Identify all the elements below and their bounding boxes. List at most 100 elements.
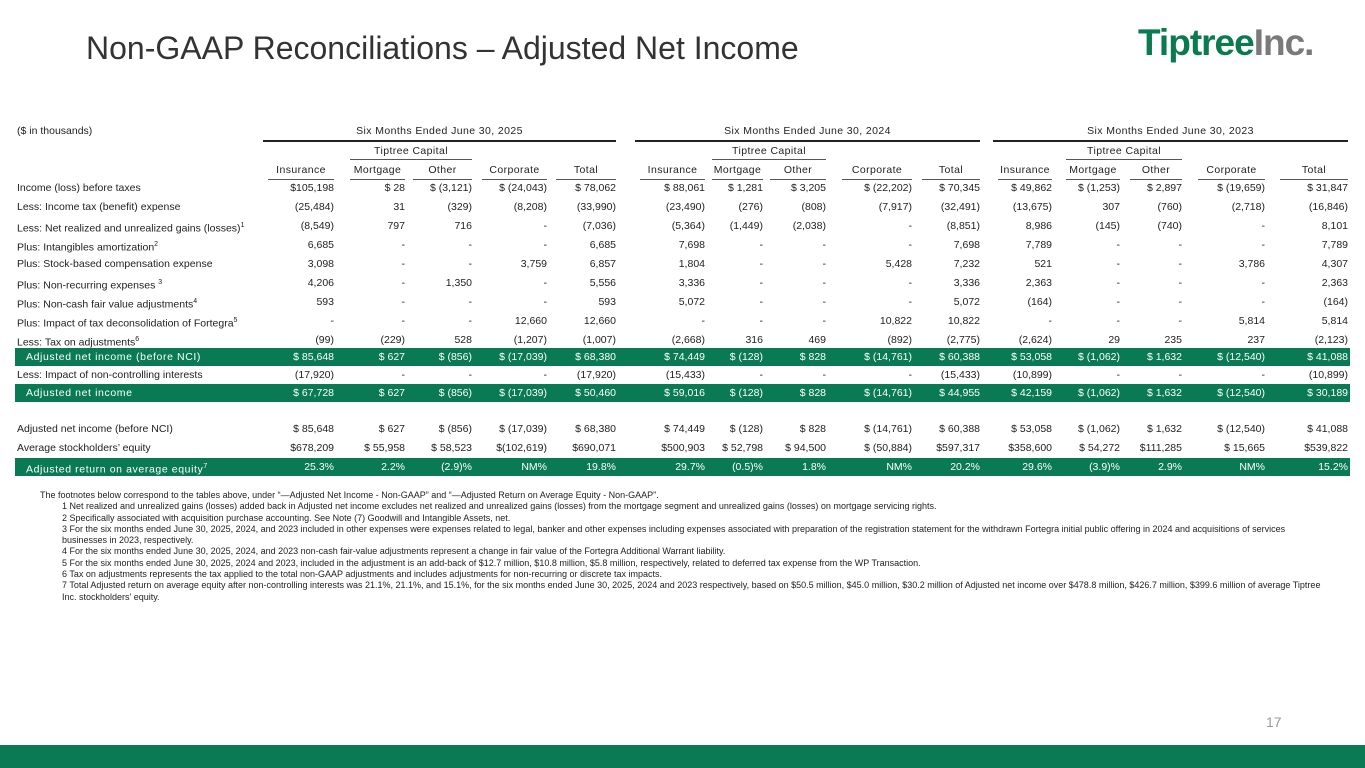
table-cell: $ (856) bbox=[438, 387, 472, 399]
units-label: ($ in thousands) bbox=[17, 125, 93, 137]
table-cell: $ (3,121) bbox=[429, 182, 472, 194]
table-cell: 7,698 bbox=[953, 239, 980, 251]
table-cell: $ 74,449 bbox=[664, 351, 705, 363]
footnote-ref: 5 bbox=[233, 317, 238, 324]
table-cell: $ 41,088 bbox=[1307, 423, 1348, 435]
table-cell: $ 3,205 bbox=[790, 182, 826, 194]
row-label-text: Plus: Non-recurring expenses bbox=[17, 279, 159, 292]
table-cell: 2.2% bbox=[381, 461, 405, 473]
footnote: 6 Tax on adjustments represents the tax … bbox=[62, 569, 662, 580]
table-cell: - bbox=[822, 315, 827, 327]
table-cell: (892) bbox=[887, 334, 912, 346]
footnote-ref: 6 bbox=[135, 336, 140, 343]
table-cell: (8,549) bbox=[300, 220, 334, 232]
table-cell: (329) bbox=[447, 201, 472, 213]
table-cell: 316 bbox=[745, 334, 763, 346]
table-cell: - bbox=[401, 296, 406, 308]
row-label: Less: Income tax (benefit) expense bbox=[17, 198, 180, 216]
table-cell: (2,775) bbox=[946, 334, 980, 346]
table-cell: $ 627 bbox=[378, 351, 405, 363]
table-cell: (1,449) bbox=[729, 220, 763, 232]
table-cell: 593 bbox=[316, 296, 334, 308]
table-cell: $ (1,062) bbox=[1077, 423, 1120, 435]
column-underline bbox=[413, 179, 472, 180]
table-cell: $690,071 bbox=[572, 442, 616, 454]
table-cell: 12,660 bbox=[583, 315, 616, 327]
table-cell: 797 bbox=[387, 220, 405, 232]
table-cell: $ (128) bbox=[729, 351, 763, 363]
table-cell: - bbox=[1116, 239, 1121, 251]
table-cell: $ 627 bbox=[378, 387, 405, 399]
table-cell: $ 828 bbox=[799, 351, 826, 363]
table-cell: - bbox=[543, 296, 548, 308]
table-cell: 8,101 bbox=[1321, 220, 1348, 232]
table-cell: $ 15,665 bbox=[1224, 442, 1265, 454]
column-header: Other bbox=[1141, 164, 1171, 176]
table-cell: - bbox=[1116, 258, 1121, 270]
tiptree-capital-header: Tiptree Capital bbox=[374, 145, 448, 157]
table-cell: (229) bbox=[380, 334, 405, 346]
table-cell: (23,490) bbox=[665, 201, 705, 213]
table-cell: $ 1,632 bbox=[1146, 423, 1182, 435]
table-cell: (1,207) bbox=[513, 334, 547, 346]
tiptree-logo: TiptreeInc. bbox=[1138, 22, 1314, 63]
table-cell: - bbox=[822, 239, 827, 251]
table-cell: 29 bbox=[1108, 334, 1120, 346]
table-cell: 469 bbox=[808, 334, 826, 346]
table-cell: - bbox=[908, 220, 913, 232]
table-cell: - bbox=[1048, 315, 1053, 327]
table-cell: $ (17,039) bbox=[499, 387, 547, 399]
table-cell: - bbox=[1261, 277, 1266, 289]
table-cell: 25.3% bbox=[304, 461, 334, 473]
table-cell: $ 2,897 bbox=[1146, 182, 1182, 194]
table-cell: $ (17,039) bbox=[499, 423, 547, 435]
table-cell: (1,007) bbox=[582, 334, 616, 346]
period-underline bbox=[635, 140, 980, 142]
row-label-text: Less: Impact of non-controlling interest… bbox=[17, 369, 203, 381]
table-cell: $ (14,761) bbox=[864, 387, 912, 399]
row-label-text: Adjusted net income (before NCI) bbox=[17, 423, 173, 435]
table-cell: (2.9)% bbox=[441, 461, 472, 473]
table-cell: $ 53,058 bbox=[1011, 351, 1052, 363]
table-cell: (10,899) bbox=[1308, 369, 1348, 381]
table-cell: $105,198 bbox=[290, 182, 334, 194]
column-underline bbox=[770, 179, 826, 180]
column-underline bbox=[922, 179, 980, 180]
table-cell: $ (12,540) bbox=[1217, 423, 1265, 435]
footnote: 7 Total Adjusted return on average equit… bbox=[62, 580, 1321, 602]
table-cell: NM% bbox=[1239, 461, 1265, 473]
footnote: 1 Net realized and unrealized gains (los… bbox=[62, 501, 937, 512]
table-cell: $ 85,648 bbox=[293, 423, 334, 435]
footnotes: The footnotes below correspond to the ta… bbox=[40, 490, 1330, 603]
table-cell: - bbox=[1116, 277, 1121, 289]
table-cell: $ 85,648 bbox=[293, 351, 334, 363]
table-cell: (17,920) bbox=[294, 369, 334, 381]
table-cell: 5,072 bbox=[678, 296, 705, 308]
highlight-band bbox=[15, 458, 1350, 476]
table-cell: 5,072 bbox=[953, 296, 980, 308]
page-number: 17 bbox=[1266, 714, 1282, 730]
table-cell: - bbox=[468, 315, 473, 327]
row-label: Plus: Impact of tax deconsolidation of F… bbox=[17, 312, 237, 330]
table-cell: 6,685 bbox=[307, 239, 334, 251]
footnote-ref: 4 bbox=[193, 298, 198, 305]
footnote: 5 For the six months ended June 30, 2025… bbox=[62, 557, 921, 568]
table-cell: (2,038) bbox=[792, 220, 826, 232]
table-cell: - bbox=[759, 315, 764, 327]
footnote-intro: The footnotes below correspond to the ta… bbox=[40, 490, 659, 500]
table-cell: 2.9% bbox=[1158, 461, 1182, 473]
column-underline bbox=[998, 179, 1052, 180]
row-label-text: Less: Net realized and unrealized gains … bbox=[17, 222, 241, 235]
table-cell: $ 52,798 bbox=[722, 442, 763, 454]
table-cell: $ (128) bbox=[729, 423, 763, 435]
table-cell: (164) bbox=[1027, 296, 1052, 308]
table-cell: 528 bbox=[454, 334, 472, 346]
row-label: Adjusted return on average equity7 bbox=[26, 458, 208, 476]
table-cell: - bbox=[822, 277, 827, 289]
table-cell: (25,484) bbox=[294, 201, 334, 213]
table-cell: - bbox=[468, 239, 473, 251]
table-cell: $ (19,659) bbox=[1217, 182, 1265, 194]
table-cell: - bbox=[701, 315, 706, 327]
table-cell: $ (14,761) bbox=[864, 423, 912, 435]
table-cell: 2,363 bbox=[1321, 277, 1348, 289]
